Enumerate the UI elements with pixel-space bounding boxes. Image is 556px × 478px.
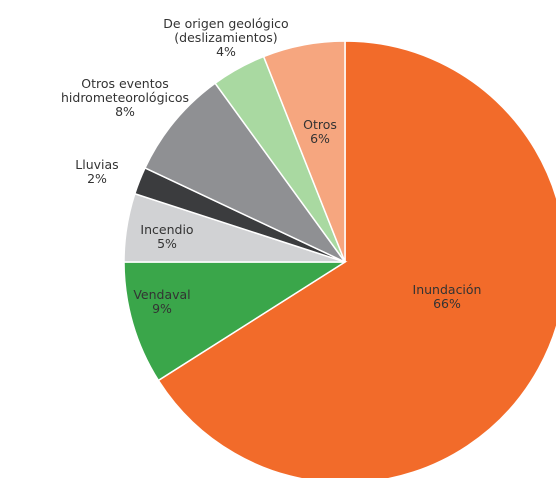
value-label: 5%: [157, 236, 177, 251]
value-label: 9%: [152, 301, 172, 316]
category-label: Lluvias: [75, 157, 119, 172]
category-label: Otros eventos hidrometeorológicos: [60, 76, 190, 105]
value-label: 6%: [310, 131, 330, 146]
pie-slice: [157, 40, 556, 478]
pie-slice: [123, 261, 348, 382]
slice-label: Otros eventos hidrometeorológicos 8%: [61, 77, 189, 119]
category-label: De origen geológico (deslizamientos): [163, 16, 289, 45]
slice-label: De origen geológico (deslizamientos) 4%: [163, 17, 288, 59]
value-label: 4%: [216, 44, 236, 59]
slice-label: Vendaval 9%: [133, 288, 190, 316]
value-label: 2%: [87, 171, 107, 186]
category-label: Vendaval: [133, 287, 191, 302]
category-label: Otros: [303, 117, 337, 132]
value-label: 66%: [433, 296, 461, 311]
value-label: 8%: [115, 104, 135, 119]
category-label: Incendio: [140, 222, 194, 237]
slice-label: Lluvias 2%: [75, 158, 118, 186]
slice-label: Inundación 66%: [413, 283, 482, 311]
slice-label: Incendio 5%: [140, 223, 193, 251]
pie-slice: [144, 82, 346, 263]
pie-slice: [262, 40, 346, 263]
category-label: Inundación: [412, 282, 482, 297]
slice-label: Otros 6%: [303, 118, 337, 146]
